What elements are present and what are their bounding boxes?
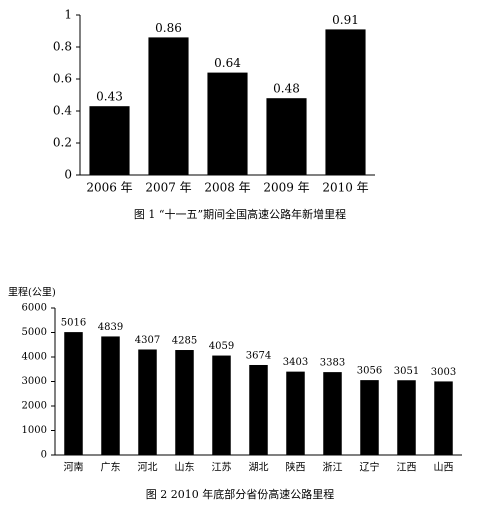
- bar: [175, 350, 194, 455]
- bar: [89, 106, 130, 175]
- y-tick-label: 1000: [22, 425, 47, 436]
- bar: [286, 371, 305, 455]
- y-axis-label: 里程(公里): [8, 287, 56, 299]
- bar: [397, 380, 416, 455]
- y-tick-label: 1: [64, 8, 72, 22]
- value-label: 3056: [357, 366, 382, 377]
- x-tick-label: 河南: [64, 461, 84, 474]
- value-label: 3383: [320, 358, 345, 369]
- x-tick-label: 山东: [175, 461, 195, 474]
- y-tick-label: 0: [41, 450, 47, 461]
- x-tick-label: 山西: [434, 462, 454, 474]
- x-tick-label: 2006 年: [86, 181, 132, 195]
- chart-title: 图 1 “十一五”期间全国高速公路年新增里程: [134, 207, 346, 221]
- x-tick-label: 2009 年: [263, 181, 309, 195]
- x-tick-label: 辽宁: [360, 461, 380, 474]
- bar: [207, 72, 248, 175]
- bar: [148, 37, 189, 176]
- y-tick-label: 0: [64, 168, 72, 182]
- y-tick-label: 0.8: [53, 40, 72, 54]
- x-tick-label: 陕西: [286, 461, 306, 474]
- x-tick-label: 2010 年: [322, 181, 368, 195]
- bar: [323, 372, 342, 455]
- bar: [64, 332, 83, 455]
- y-tick-label: 5000: [22, 327, 47, 338]
- value-label: 0.43: [96, 90, 123, 104]
- value-label: 4285: [172, 336, 197, 347]
- x-tick-label: 江苏: [212, 461, 232, 474]
- value-label: 4059: [209, 341, 234, 352]
- value-label: 5016: [61, 318, 86, 329]
- x-tick-label: 2007 年: [145, 181, 191, 195]
- bar: [325, 29, 366, 176]
- y-tick-label: 6000: [22, 303, 47, 314]
- x-tick-label: 广东: [101, 461, 121, 474]
- bar: [212, 355, 231, 455]
- bar: [138, 349, 157, 455]
- y-tick-label: 0.2: [53, 136, 72, 150]
- y-tick-label: 3000: [22, 376, 47, 387]
- x-tick-label: 江西: [397, 462, 417, 474]
- bar: [434, 381, 453, 455]
- value-label: 0.48: [273, 82, 300, 96]
- bar: [101, 336, 120, 455]
- bar: [360, 380, 379, 455]
- x-tick-label: 2008 年: [204, 181, 250, 195]
- y-tick-label: 4000: [22, 352, 47, 363]
- value-label: 3674: [246, 350, 271, 361]
- y-tick-label: 0.4: [53, 104, 72, 118]
- value-label: 4307: [135, 335, 160, 346]
- bar: [249, 364, 268, 455]
- x-tick-label: 浙江: [323, 462, 343, 474]
- value-label: 0.64: [214, 56, 241, 70]
- value-label: 3403: [283, 357, 308, 368]
- value-label: 0.86: [155, 21, 182, 35]
- value-label: 3003: [431, 367, 456, 378]
- chart-title: 图 2 2010 年底部分省份高速公路里程: [146, 487, 334, 501]
- x-tick-label: 河北: [138, 462, 158, 474]
- value-label: 0.91: [332, 13, 359, 27]
- y-tick-label: 2000: [22, 401, 47, 412]
- value-label: 4839: [98, 322, 123, 333]
- y-tick-label: 0.6: [53, 72, 72, 86]
- value-label: 3051: [394, 366, 419, 377]
- bar: [266, 98, 307, 175]
- x-tick-label: 湖北: [249, 462, 269, 474]
